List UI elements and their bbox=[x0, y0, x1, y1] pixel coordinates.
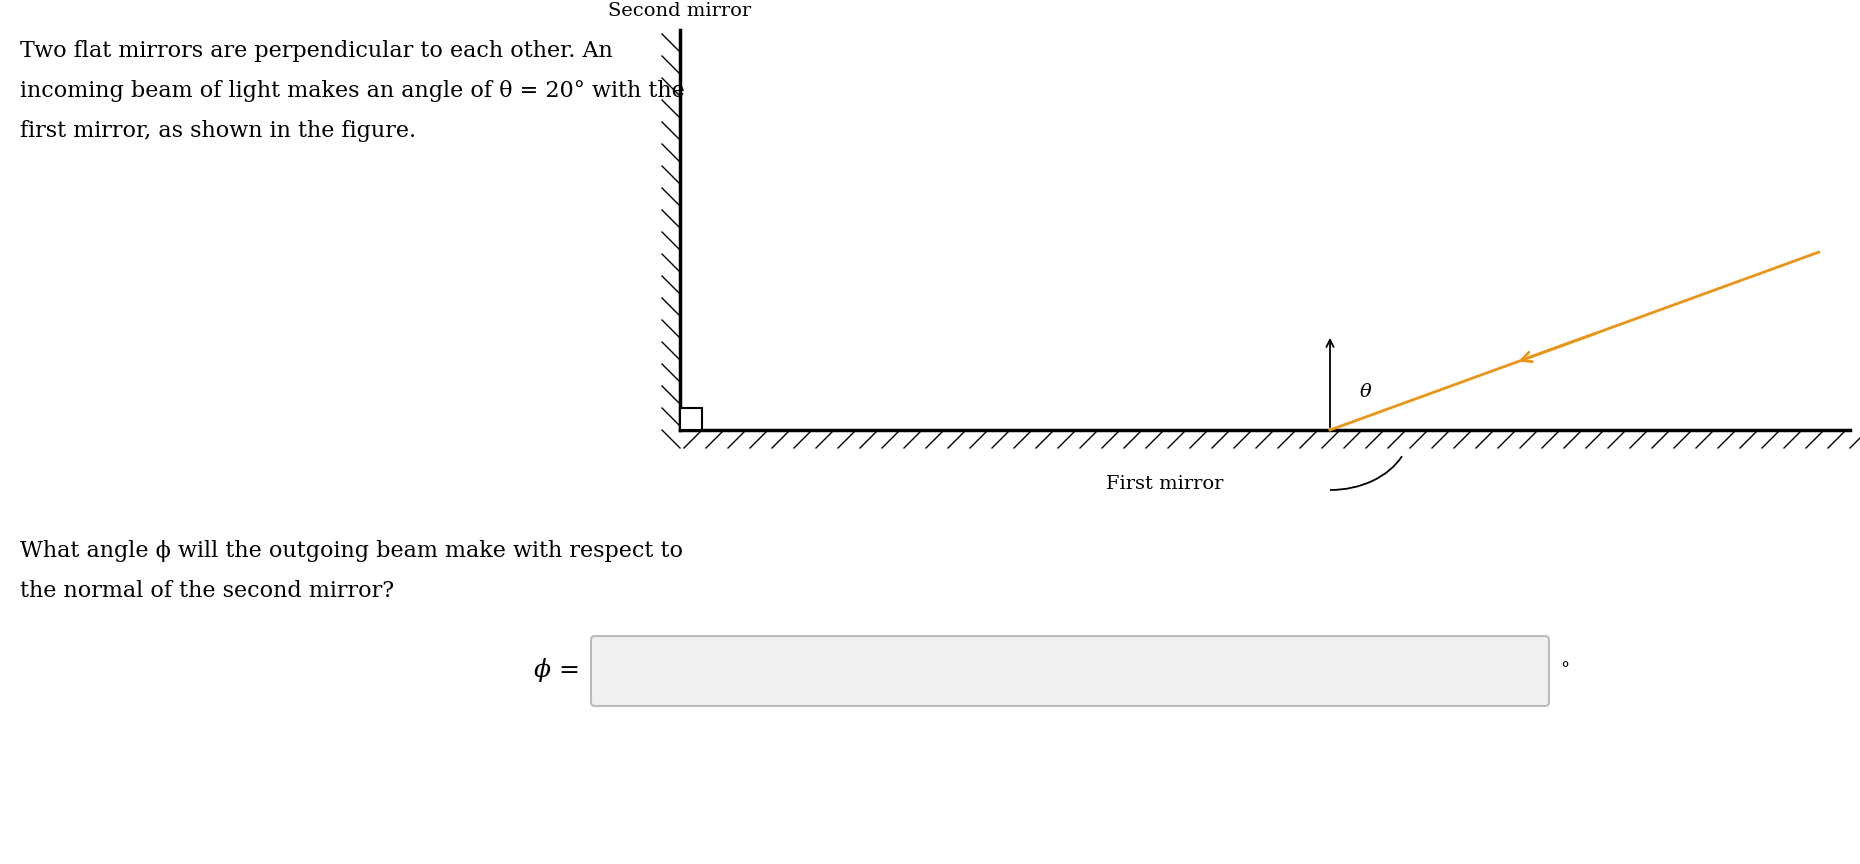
Bar bbox=[681, 408, 701, 430]
Text: ϕ =: ϕ = bbox=[534, 658, 580, 682]
Text: °: ° bbox=[1561, 661, 1570, 679]
FancyBboxPatch shape bbox=[591, 636, 1549, 706]
Text: Two flat mirrors are perpendicular to each other. An: Two flat mirrors are perpendicular to ea… bbox=[20, 40, 612, 62]
Text: θ: θ bbox=[1360, 383, 1371, 401]
Text: first mirror, as shown in the figure.: first mirror, as shown in the figure. bbox=[20, 120, 417, 142]
Text: the normal of the second mirror?: the normal of the second mirror? bbox=[20, 580, 394, 602]
Text: Second mirror: Second mirror bbox=[608, 2, 751, 20]
Text: incoming beam of light makes an angle of θ = 20° with the: incoming beam of light makes an angle of… bbox=[20, 80, 684, 102]
Text: What angle ϕ will the outgoing beam make with respect to: What angle ϕ will the outgoing beam make… bbox=[20, 540, 683, 562]
Text: First mirror: First mirror bbox=[1107, 475, 1224, 493]
